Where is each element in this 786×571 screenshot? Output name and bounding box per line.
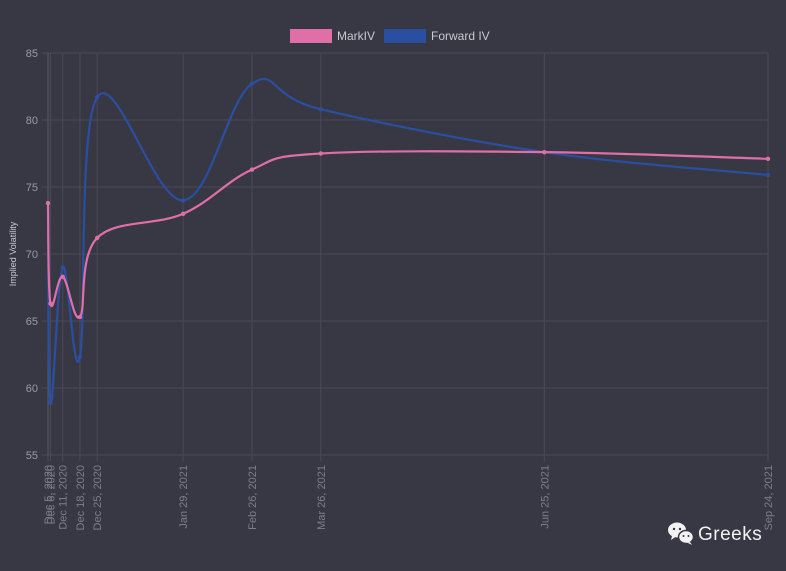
x-tick-label: Dec 25, 2020: [92, 465, 104, 530]
data-point-forward-iv: [249, 81, 255, 87]
x-tick-label: Dec 5, 2020: [43, 465, 55, 524]
data-point-markiv: [542, 149, 547, 155]
y-axis-title: Implied Volatility: [8, 221, 18, 286]
y-tick-labels: 55 60 65 70 75 80 85: [26, 48, 38, 462]
x-tick-label: Jan 29, 2021: [178, 465, 190, 529]
data-point-markiv: [180, 211, 186, 216]
data-point-markiv: [48, 301, 53, 306]
y-tick-label: 85: [26, 48, 38, 60]
legend-item-forward-iv[interactable]: Forward IV: [384, 29, 490, 43]
wechat-icon: [668, 522, 695, 545]
y-tick-label: 75: [26, 182, 38, 194]
data-point-markiv: [249, 167, 255, 172]
legend-label: MarkIV: [337, 29, 375, 43]
series-layer: [45, 77, 771, 405]
legend-item-markiv[interactable]: MarkIV: [290, 29, 375, 43]
data-point-markiv: [77, 314, 83, 320]
watermark: Greeks: [668, 522, 762, 545]
data-point-markiv: [60, 274, 65, 279]
legend-swatch: [290, 29, 332, 43]
y-tick-label: 55: [26, 450, 38, 462]
data-point-markiv: [45, 200, 51, 206]
data-point-markiv: [765, 156, 771, 162]
x-tick-label: Feb 26, 2021: [247, 465, 259, 530]
legend-label: Forward IV: [431, 29, 490, 43]
data-point-forward-iv: [60, 265, 65, 270]
watermark-text: Greeks: [698, 524, 762, 545]
x-tick-label: Dec 18, 2020: [75, 465, 87, 530]
y-tick-label: 80: [26, 115, 38, 127]
data-point-markiv: [318, 151, 323, 156]
x-tick-label: Jun 25, 2021: [539, 465, 551, 529]
data-point-forward-iv: [765, 172, 771, 178]
y-tick-label: 65: [26, 316, 38, 328]
data-point-forward-iv: [77, 354, 83, 360]
x-tick-label: Sep 24, 2021: [763, 465, 775, 530]
x-tick-label: Dec 11, 2020: [58, 465, 70, 530]
data-point-forward-iv: [318, 107, 323, 112]
series-line-forward-iv: [46, 77, 769, 404]
x-tick-label: Dec 6, 2020: [45, 465, 57, 524]
legend[interactable]: MarkIV Forward IV: [290, 29, 490, 43]
x-tick-label: Mar 26, 2021: [316, 465, 328, 530]
y-tick-label: 60: [26, 383, 38, 395]
legend-swatch: [384, 29, 426, 43]
data-point-markiv: [94, 235, 100, 241]
data-point-forward-iv: [94, 95, 100, 100]
data-point-forward-iv: [180, 198, 186, 203]
y-tick-label: 70: [26, 249, 38, 261]
data-point-forward-iv: [48, 400, 53, 405]
